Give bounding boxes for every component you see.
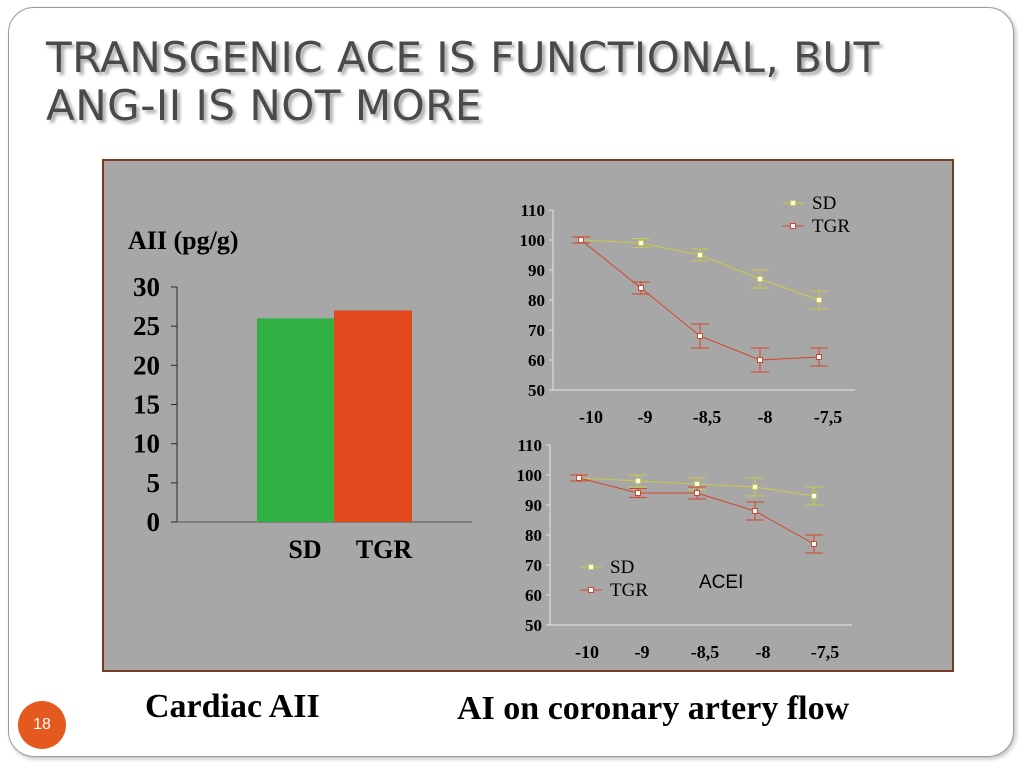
series-point-tgr <box>635 490 641 496</box>
line-x-tick-label: -7,5 <box>814 407 843 427</box>
legend-marker-tgr <box>790 223 796 229</box>
slide-title-line-1: TRANSGENIC ACE IS FUNCTIONAL, BUT <box>46 33 880 82</box>
chart-panel <box>102 159 954 672</box>
line-x-tick-label: -8,5 <box>691 642 720 662</box>
series-point-tgr <box>816 354 822 360</box>
series-point-sd <box>757 276 763 282</box>
series-point-tgr <box>811 541 817 547</box>
series-point-sd <box>635 478 641 484</box>
bar-category-label: TGR <box>356 535 413 564</box>
series-point-tgr <box>757 357 763 363</box>
line-x-tick-label: -10 <box>575 642 599 662</box>
line-y-tick-label: 70 <box>528 321 545 340</box>
line-y-tick-label: 60 <box>528 351 545 370</box>
line-x-tick-label: -9 <box>635 642 650 662</box>
line-y-tick-label: 110 <box>517 436 542 455</box>
chart-annotation: ACEI <box>699 572 743 593</box>
line-y-tick-label: 60 <box>525 586 542 605</box>
legend-marker-tgr <box>588 587 594 593</box>
line-y-tick-label: 90 <box>528 261 545 280</box>
caption-cardiac-aii: Cardiac AII <box>145 688 320 725</box>
series-point-sd <box>816 297 822 303</box>
legend-marker-sd <box>588 564 594 570</box>
series-point-tgr <box>694 490 700 496</box>
series-point-tgr <box>578 237 584 243</box>
bar-category-label: SD <box>288 535 321 564</box>
slide-title: TRANSGENIC ACE IS FUNCTIONAL, BUT ANG-II… <box>46 34 946 130</box>
bar-y-tick-label: 25 <box>133 311 160 341</box>
series-point-sd <box>811 493 817 499</box>
series-point-tgr <box>576 475 582 481</box>
series-point-sd <box>694 481 700 487</box>
series-point-sd <box>638 240 644 246</box>
line-y-tick-label: 70 <box>525 556 542 575</box>
legend-label-sd: SD <box>812 193 836 214</box>
line-y-tick-label: 100 <box>520 231 546 250</box>
line-x-tick-label: -10 <box>579 407 603 427</box>
series-point-tgr <box>638 285 644 291</box>
line-x-tick-label: -8,5 <box>693 407 722 427</box>
legend-label-sd: SD <box>610 557 634 578</box>
bar-y-tick-label: 10 <box>133 429 160 459</box>
bar-y-tick-label: 20 <box>133 350 160 380</box>
line-y-tick-label: 110 <box>520 201 545 220</box>
bar-y-tick-label: 15 <box>133 390 160 420</box>
line-y-tick-label: 50 <box>525 616 542 635</box>
line-x-tick-label: -7,5 <box>811 642 840 662</box>
line-y-tick-label: 100 <box>517 466 543 485</box>
slide-frame <box>8 7 1014 757</box>
legend-marker-sd <box>790 200 796 206</box>
caption-coronary-flow: AI on coronary artery flow <box>457 690 850 727</box>
line-y-tick-label: 50 <box>528 381 545 400</box>
page-number: 18 <box>33 716 51 733</box>
bar-sd <box>257 318 334 522</box>
line-x-tick-label: -8 <box>756 642 771 662</box>
bar-tgr <box>334 310 412 522</box>
series-point-sd <box>752 484 758 490</box>
legend-label-tgr: TGR <box>610 580 648 601</box>
bar-ylabel: AII (pg/g) <box>128 226 239 255</box>
line-y-tick-label: 80 <box>525 526 542 545</box>
bar-y-tick-label: 30 <box>133 272 160 302</box>
legend-label-tgr: TGR <box>812 216 850 237</box>
bar-chart: AII (pg/g) 0 5 10 15 20 25 30 SD TGR <box>128 226 472 564</box>
slide-title-line-2: ANG-II IS NOT MORE <box>46 81 482 130</box>
page-number-badge: 18 <box>18 701 66 749</box>
series-point-tgr <box>752 508 758 514</box>
line-y-tick-label: 90 <box>525 496 542 515</box>
line-x-tick-label: -9 <box>638 407 653 427</box>
line-x-tick-label: -8 <box>758 407 773 427</box>
bar-y-tick-label: 0 <box>147 507 161 537</box>
series-point-sd <box>697 252 703 258</box>
line-y-tick-label: 80 <box>528 291 545 310</box>
series-point-tgr <box>697 333 703 339</box>
bar-y-tick-label: 5 <box>147 468 161 498</box>
